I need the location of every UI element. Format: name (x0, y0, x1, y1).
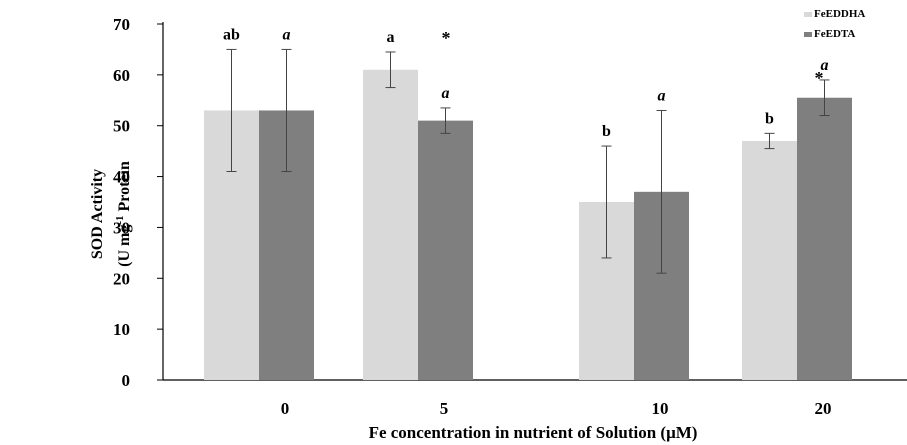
y-tick-label: 0 (122, 371, 131, 390)
x-tick-label: 0 (281, 399, 290, 418)
y-tick-label: 10 (113, 320, 130, 339)
x-tick-label: 10 (652, 399, 669, 418)
significance-letter: a (658, 87, 666, 104)
significance-letter: a (283, 26, 291, 43)
y-axis-title-line2-superscript: -1 (114, 215, 126, 224)
legend: FeEDDHA FeEDTA (804, 8, 865, 40)
bar-feedta (797, 97, 852, 380)
significance-letter: ab (223, 26, 240, 43)
y-axis-title: SOD Activity (U mg-1 Protein (89, 161, 133, 267)
significance-letter: a (442, 85, 450, 102)
significance-asterisk: * (815, 68, 824, 88)
y-tick-label: 50 (113, 117, 130, 136)
y-tick-label: 60 (113, 66, 130, 85)
significance-asterisk: * (442, 28, 451, 48)
legend-swatch-feeddha (804, 12, 812, 17)
y-tick-label: 20 (113, 269, 130, 288)
significance-letter: a (821, 57, 829, 74)
y-axis-title-line2: (U mg-1 Protein (114, 161, 133, 267)
y-tick-label: 30 (113, 218, 130, 237)
bar-feeddha (742, 140, 797, 380)
y-tick-label: 40 (113, 168, 130, 187)
x-tick-label: 5 (440, 399, 449, 418)
y-axis-title-line1: SOD Activity (89, 169, 106, 259)
x-tick-label: 20 (815, 399, 832, 418)
y-axis-title-line2-suffix: Protein (116, 161, 133, 215)
bar-feedta (418, 120, 473, 380)
significance-letter: b (602, 123, 611, 140)
y-tick-label: 70 (113, 15, 130, 34)
y-axis-title-line2-prefix: (U mg (116, 225, 133, 267)
bar-feeddha (363, 69, 418, 381)
legend-label-feedta: FeEDTA (814, 28, 855, 40)
x-axis-title: Fe concentration in nutrient of Solution… (369, 423, 698, 442)
legend-label-feeddha: FeEDDHA (814, 8, 865, 20)
significance-letter: a (387, 29, 395, 46)
significance-letter: b (765, 110, 774, 127)
legend-swatch-feedta (804, 32, 812, 37)
